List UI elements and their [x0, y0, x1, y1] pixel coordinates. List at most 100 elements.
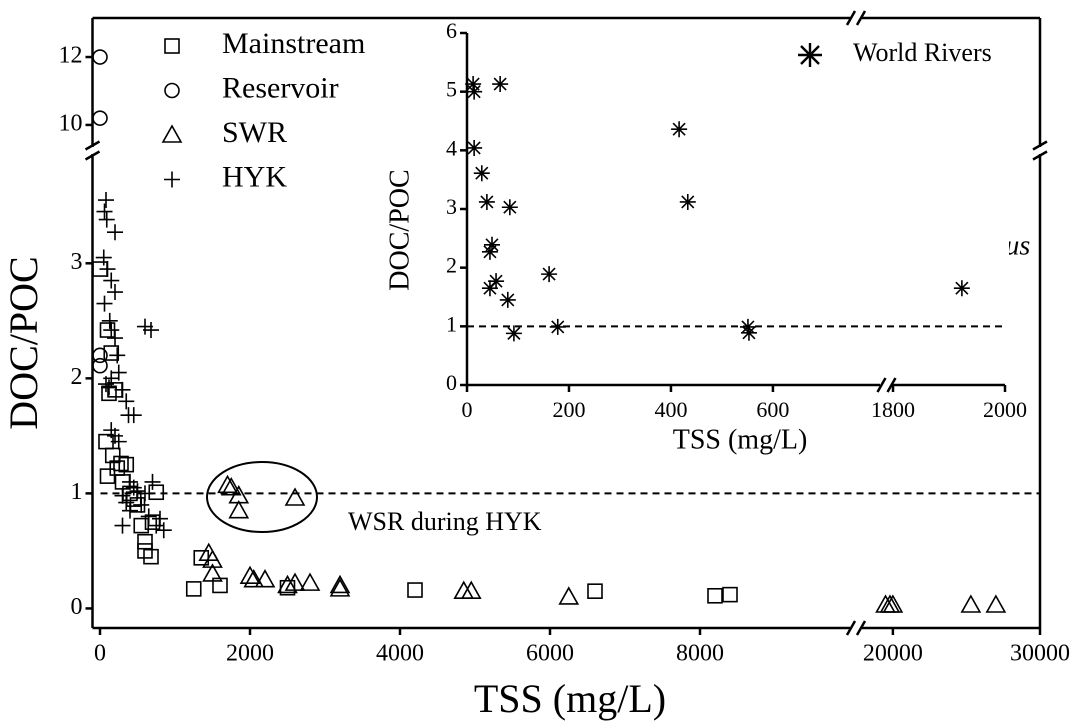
- marker-shape: [960, 594, 982, 613]
- marker-shape: [148, 484, 165, 501]
- legend-label: SWR: [222, 116, 287, 149]
- marker-shape: [110, 433, 127, 450]
- data-point: [217, 474, 238, 494]
- x-tick-label: 0: [94, 641, 106, 667]
- data-point: [99, 468, 116, 484]
- highlight-ellipse: [206, 461, 318, 533]
- marker-shape: [587, 583, 603, 599]
- marker-shape: [228, 500, 250, 519]
- marker-shape: [492, 76, 509, 93]
- marker-shape: [107, 284, 123, 301]
- data-point: [137, 543, 153, 559]
- marker-shape: [129, 483, 146, 500]
- data-point: [92, 49, 108, 65]
- y-tick-label: 3: [446, 194, 457, 219]
- marker-shape: [143, 548, 159, 565]
- marker-shape: [481, 243, 498, 260]
- marker-shape: [478, 193, 495, 210]
- x-tick-label: 8000: [676, 641, 724, 667]
- y-tick-label: 10: [59, 110, 83, 136]
- data-point: [740, 324, 757, 341]
- data-point: [220, 477, 242, 496]
- marker-shape: [202, 549, 223, 568]
- data-point: [478, 193, 495, 210]
- data-point: [140, 508, 157, 525]
- data-point: [407, 582, 423, 598]
- marker-shape: [155, 522, 172, 539]
- data-point: [505, 325, 522, 342]
- y-tick-label: 2: [71, 364, 83, 390]
- marker-shape: [499, 291, 516, 308]
- marker-shape: [103, 322, 120, 339]
- x-tick-label: 400: [654, 397, 687, 422]
- marker-shape: [133, 496, 150, 513]
- x-tick-label: 30000: [1010, 641, 1070, 667]
- marker-shape: [707, 587, 723, 604]
- data-point: [143, 322, 159, 339]
- data-point: [185, 581, 202, 597]
- data-point: [558, 586, 580, 605]
- data-point: [679, 193, 696, 210]
- marker-shape: [140, 508, 157, 525]
- legend-label: Mainstream: [222, 27, 365, 60]
- y-tick-label: 3: [71, 249, 83, 275]
- axis-break: [845, 10, 867, 26]
- marker-shape: [101, 312, 118, 329]
- legend-marker: [164, 38, 180, 54]
- data-point: [98, 376, 114, 393]
- axis-break: [1032, 140, 1048, 161]
- data-point: [96, 203, 113, 220]
- data-point: [101, 379, 117, 396]
- data-point: [109, 347, 126, 364]
- x-tick-label: 200: [552, 397, 585, 422]
- marker-shape: [98, 192, 114, 209]
- data-point: [103, 345, 120, 361]
- marker-shape: [740, 324, 757, 341]
- marker-shape: [114, 517, 131, 534]
- data-point: [953, 280, 970, 297]
- annotation: WSR during HYK: [348, 507, 542, 536]
- marker-shape: [164, 82, 180, 99]
- marker-shape: [144, 473, 161, 490]
- data-point: [107, 330, 123, 347]
- marker-shape: [284, 487, 306, 506]
- marker-shape: [122, 502, 138, 519]
- data-point: [707, 587, 723, 604]
- data-point: [254, 569, 276, 588]
- data-point: [95, 249, 112, 266]
- marker-shape: [148, 517, 165, 534]
- data-point: [107, 284, 123, 301]
- inset-x-axis-label: TSS (mg/L): [673, 424, 808, 455]
- data-point: [114, 517, 131, 534]
- y-axis-label: DOC/POC: [1, 256, 46, 429]
- marker-shape: [558, 586, 580, 605]
- data-point: [492, 76, 509, 93]
- x-tick-label: 1800: [871, 397, 915, 422]
- marker-shape: [118, 456, 135, 473]
- data-point: [284, 487, 306, 506]
- marker-shape: [114, 487, 131, 504]
- data-point: [329, 578, 351, 597]
- y-tick-label: 5: [446, 77, 457, 102]
- marker-shape: [329, 578, 351, 597]
- marker-shape: [137, 485, 153, 502]
- marker-shape: [202, 563, 223, 582]
- marker-shape: [92, 357, 108, 374]
- data-point: [202, 563, 223, 582]
- marker-shape: [137, 543, 153, 559]
- marker-shape: [143, 322, 159, 339]
- marker-shape: [284, 572, 306, 591]
- marker-shape: [465, 76, 482, 93]
- data-point: [671, 121, 688, 138]
- data-point: [113, 455, 129, 472]
- data-point: [228, 500, 250, 519]
- data-point: [473, 165, 490, 182]
- x-tick-label: 2000: [983, 397, 1027, 422]
- marker-shape: [125, 479, 142, 496]
- marker-shape: [739, 318, 756, 335]
- x-tick-label: 0: [462, 397, 473, 422]
- marker-shape: [243, 569, 265, 588]
- marker-shape: [99, 468, 116, 484]
- data-point: [541, 266, 558, 283]
- y-tick-label: 1: [71, 479, 83, 505]
